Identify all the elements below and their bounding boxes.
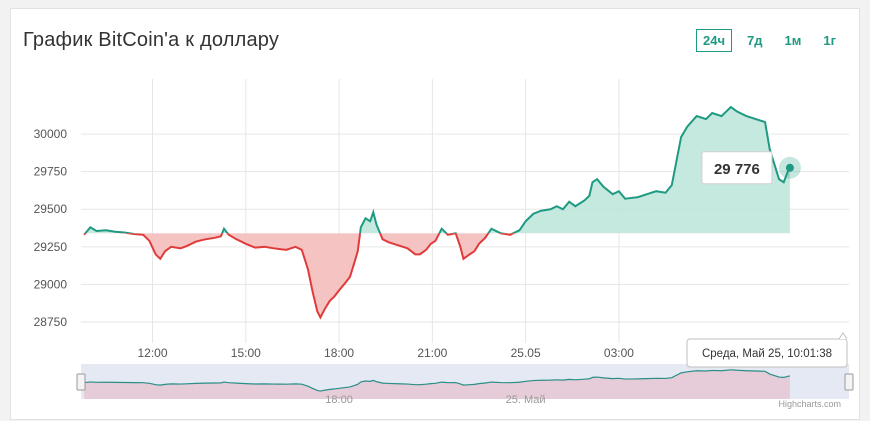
range-button-1[interactable]: 7д: [747, 33, 763, 48]
last-value-label: 29 776: [714, 161, 760, 178]
range-button-2[interactable]: 1м: [784, 33, 802, 48]
tooltip-text: Среда, Май 25, 10:01:38: [702, 348, 832, 360]
last-point-marker: [785, 163, 794, 172]
area-below-baseline: [84, 233, 790, 318]
price-chart: 28750 29000 29250 29500 29750 30000 12:00 15:00…: [34, 79, 854, 409]
chart-title: График BitCoin'а к доллару: [23, 29, 280, 51]
navigator-handle-right[interactable]: [844, 373, 854, 391]
last-value-box: [701, 151, 773, 185]
price-line-down: [83, 233, 516, 320]
y-tick-label: 29500: [34, 202, 68, 216]
tooltip-pointer: [838, 332, 848, 340]
y-tick-label: 29250: [34, 240, 68, 254]
credits-link[interactable]: Highcharts.com: [778, 399, 841, 409]
y-tick-label: 29750: [34, 165, 68, 179]
navigator-line: [84, 369, 791, 392]
x-tick-label: 18:00: [324, 346, 354, 360]
range-selector: 24ч 7д 1м 1г: [695, 29, 843, 52]
y-tick-label: 30000: [34, 127, 68, 141]
range-button-0[interactable]: 24ч: [695, 29, 732, 52]
chart-card: График BitCoin'а к доллару 24ч 7д 1м 1г 287…: [10, 8, 860, 420]
x-tick-label: 25.05: [511, 346, 541, 360]
navigator-handle-left[interactable]: [76, 373, 86, 391]
area-above-baseline: [85, 107, 790, 234]
y-tick-label: 29000: [34, 277, 68, 291]
x-tick-label: 03:00: [604, 346, 634, 360]
x-tick-label: 12:00: [137, 346, 167, 360]
navigator-area: [84, 369, 790, 399]
x-tick-label: 21:00: [417, 346, 447, 360]
navigator-tick-label: 25. Май: [506, 394, 546, 406]
y-tick-label: 28750: [34, 315, 68, 329]
navigator-tick-label: 18:00: [325, 394, 353, 406]
tooltip-box: [686, 338, 848, 368]
range-button-3[interactable]: 1г: [823, 33, 836, 48]
x-tick-label: 15:00: [231, 346, 261, 360]
price-line-up: [84, 105, 791, 234]
